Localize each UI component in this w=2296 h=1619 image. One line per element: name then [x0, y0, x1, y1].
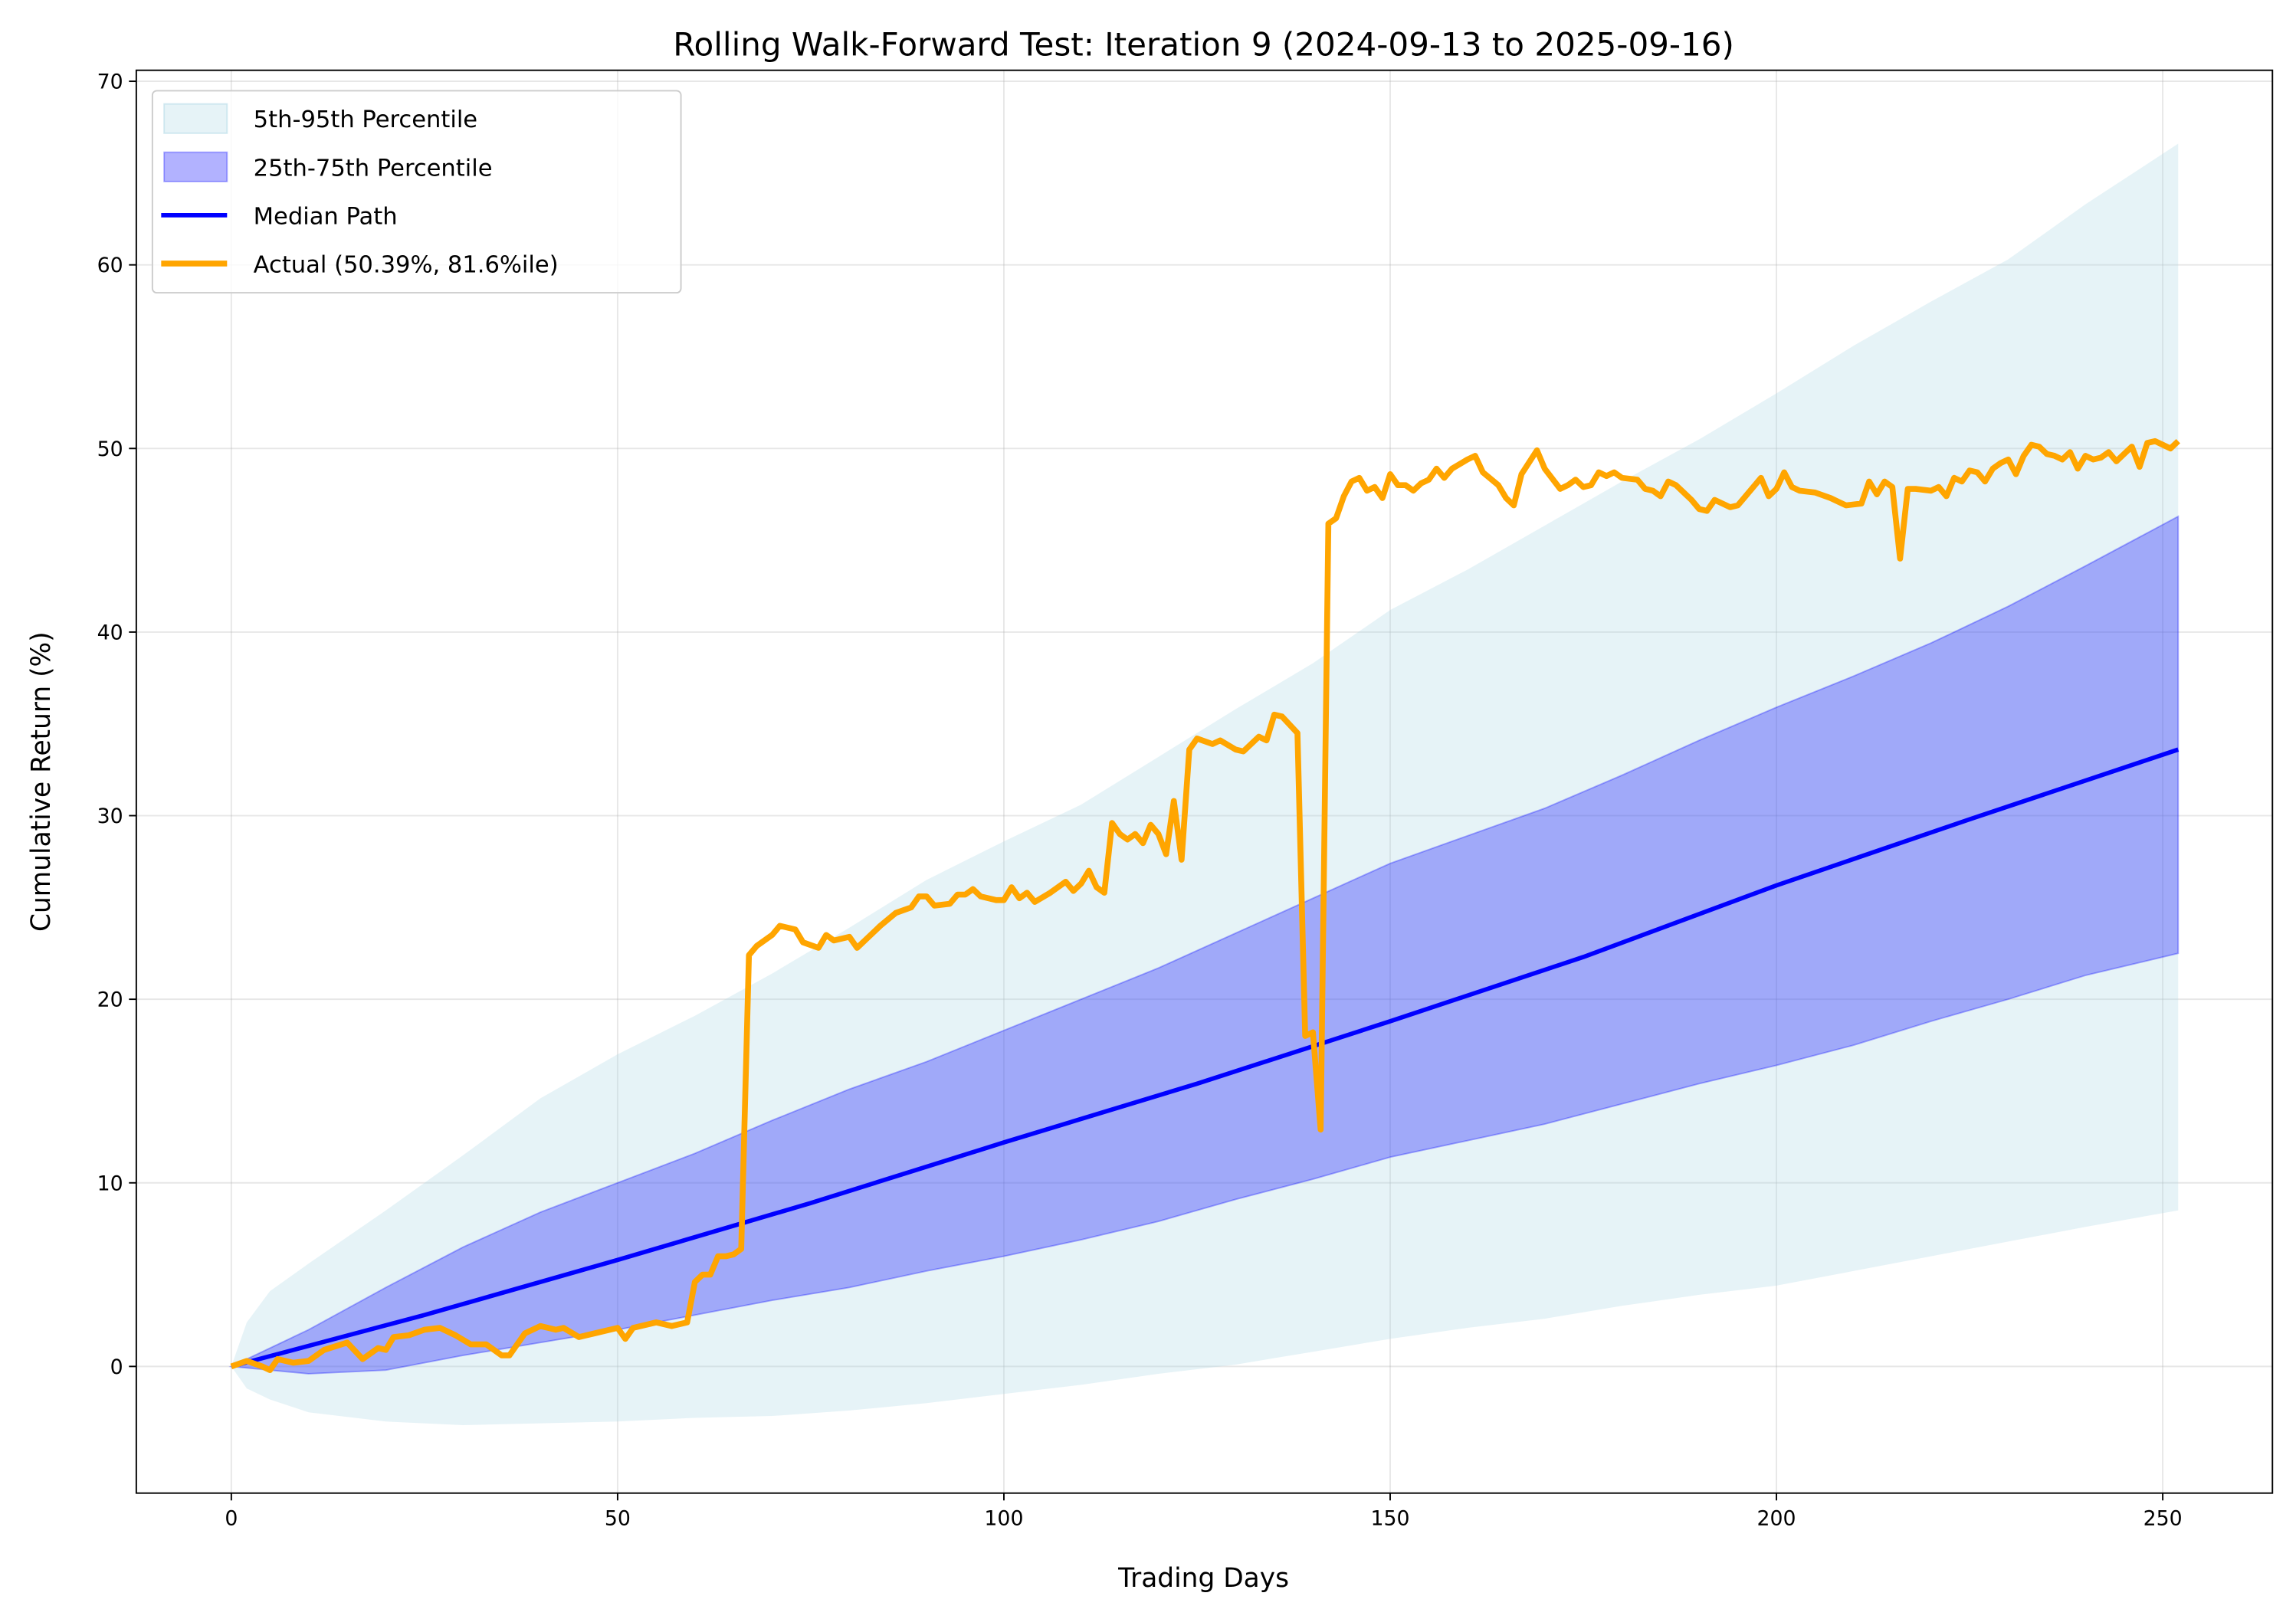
y-axis-label: Cumulative Return (%) — [26, 631, 57, 932]
x-tick-label: 150 — [1370, 1507, 1409, 1531]
legend-swatch-25-75 — [163, 151, 228, 182]
legend-label-25-75: 25th-75th Percentile — [254, 155, 493, 182]
y-tick-label: 20 — [97, 988, 123, 1012]
actual-line — [230, 438, 2180, 1373]
y-tick-label: 50 — [97, 438, 123, 461]
band-5-95 — [231, 143, 2179, 1426]
y-tick-label: 60 — [97, 254, 123, 277]
y-tick-label: 70 — [97, 70, 123, 94]
y-tick-label: 30 — [97, 805, 123, 828]
plot-frame — [135, 69, 2274, 1494]
y-tick-label: 0 — [110, 1355, 123, 1379]
y-tick-label: 10 — [97, 1172, 123, 1195]
grid — [136, 70, 2273, 1493]
legend-label-actual: Actual (50.39%, 81.6%ile) — [254, 251, 559, 278]
x-axis-label: Trading Days — [1117, 1563, 1289, 1594]
legend-label-5-95: 5th-95th Percentile — [254, 107, 477, 133]
x-tick-label: 0 — [225, 1507, 238, 1531]
x-tick-label: 100 — [984, 1507, 1023, 1531]
bands — [228, 143, 2180, 1426]
chart-title: Rolling Walk-Forward Test: Iteration 9 (… — [673, 26, 1734, 64]
x-tick-label: 250 — [2143, 1507, 2183, 1531]
legend: 5th-95th Percentile 25th-75th Percentile… — [151, 90, 682, 294]
ticks: 0 50 100 150 200 250 0 10 20 30 40 50 60 70 — [97, 70, 2183, 1531]
legend-label-median: Median Path — [254, 203, 398, 230]
y-tick-label: 40 — [97, 621, 123, 644]
x-tick-label: 50 — [605, 1507, 631, 1531]
lines — [230, 438, 2180, 1373]
median-line — [231, 747, 2180, 1369]
legend-swatch-5-95 — [163, 103, 228, 134]
legend-frame — [151, 90, 682, 294]
band-25-75 — [228, 515, 2180, 1375]
x-tick-label: 200 — [1757, 1507, 1796, 1531]
